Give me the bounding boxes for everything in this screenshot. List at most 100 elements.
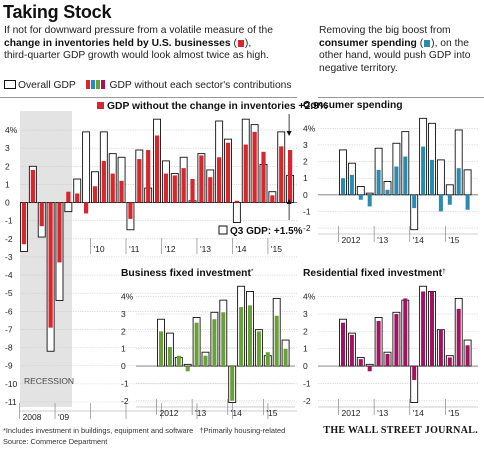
intro-right-bold: consumer spending	[319, 37, 417, 49]
residential-without-bar	[465, 345, 470, 367]
residential-title-mark: †	[442, 268, 446, 275]
consumer-overall-bar	[445, 184, 454, 196]
residential-without-bar	[385, 353, 390, 367]
consumer-xtick-label: 2012	[342, 235, 361, 245]
legend-overall-swatch	[4, 80, 16, 89]
residential-without-bar	[403, 298, 408, 367]
main-without-bar	[30, 169, 35, 203]
residential-overall-bar	[365, 363, 374, 367]
business-without-bar	[256, 331, 261, 367]
main-without-bar	[217, 157, 222, 203]
business-ytick-label: 4%	[121, 292, 134, 302]
main-ytick-label: -8	[5, 343, 13, 353]
main-ytick-label: 1	[5, 179, 10, 189]
consumer-ytick-label: 2	[303, 157, 308, 167]
intro-left-line3: third-quarter GDP growth would look almo…	[4, 50, 269, 62]
residential-without-bar	[376, 320, 381, 367]
business-without-bar	[248, 305, 252, 367]
main-without-bar	[75, 193, 80, 203]
main-without-bar	[199, 155, 204, 203]
intro-right-line2-tail: , on the	[434, 37, 469, 49]
business-without-bar	[167, 347, 172, 367]
main-without-bar	[39, 202, 44, 227]
main-xtick-label: '10	[94, 244, 105, 254]
residential-without-bar	[349, 334, 354, 367]
residential-without-bar	[367, 366, 372, 372]
annotation-top-arrowhead	[286, 131, 292, 136]
main-without-bar	[270, 195, 275, 203]
residential-without-bar	[421, 291, 426, 367]
business-ytick-label: 1	[121, 344, 126, 354]
consumer-ytick-label: -2	[303, 223, 311, 233]
business-without-bar	[239, 307, 244, 367]
legend: Overall GDP GDP without each sector's co…	[4, 80, 292, 92]
consumer-xtick-label: '14	[413, 235, 424, 245]
consumer-without-bar	[438, 194, 443, 212]
residential-without-bar	[412, 366, 417, 380]
business-xtick-label: '13	[195, 408, 206, 418]
main-overall-bar	[117, 156, 126, 204]
footnote-residential: †Primarily housing-related	[199, 426, 286, 435]
residential-ytick-label: 0	[303, 361, 308, 371]
residential-ytick-label: 4%	[303, 292, 316, 302]
intro-right-line4: negative territory.	[319, 62, 398, 74]
residential-ytick-label: 2	[303, 326, 308, 336]
main-without-bar	[119, 180, 124, 203]
main-without-bar	[128, 202, 133, 219]
business-xtick-label: '15	[266, 408, 277, 418]
business-title-mark: *	[251, 268, 254, 275]
main-ytick-label: -3	[5, 252, 13, 262]
business-without-bar	[274, 315, 279, 367]
consumer-overall-bar	[463, 169, 472, 196]
intro-left-line1: If not for downward pressure from a vola…	[4, 25, 273, 36]
annotation-bottom-arrowhead	[286, 199, 292, 204]
legend-multi-swatch	[86, 80, 106, 92]
consumer-without-bar	[412, 194, 417, 209]
main-without-bar	[110, 173, 115, 203]
footnotes: *Includes investment in buildings, equip…	[3, 426, 285, 435]
residential-without-bar	[447, 357, 452, 367]
business-ytick-label: 2	[121, 326, 126, 336]
main-xtick-label: 2008	[23, 412, 42, 422]
main-without-bar	[172, 175, 177, 203]
main-ytick-label: -10	[5, 379, 18, 389]
main-without-bar	[252, 131, 257, 203]
residential-ytick-label: 1	[303, 344, 308, 354]
main-ytick-label: -2	[5, 234, 13, 244]
consumer-overall-bar	[365, 192, 374, 196]
inventories-swatch	[237, 39, 244, 47]
consumer-without-bar	[430, 159, 434, 195]
business-ytick-label: 0	[121, 361, 126, 371]
residential-without-bar	[456, 308, 461, 367]
divider-right	[318, 97, 484, 98]
legend-overall-label: Overall GDP	[18, 80, 76, 91]
business-overall-bar	[183, 363, 192, 367]
main-without-bar	[57, 202, 62, 263]
residential-ytick-label: -1	[303, 378, 311, 388]
main-without-bar	[243, 144, 248, 203]
consumer-without-bar	[447, 194, 452, 205]
main-without-bar	[181, 168, 186, 203]
annotation-top-label: GDP without the change in inventories +2…	[107, 101, 328, 112]
main-without-bar	[261, 151, 266, 203]
consumer-without-bar	[341, 178, 345, 195]
main-without-bar	[234, 200, 239, 203]
footnote-business: *Includes investment in buildings, equip…	[3, 426, 194, 435]
main-ytick-label: -4	[5, 270, 13, 280]
business-without-bar	[185, 366, 190, 372]
intro-right: Removing the big boost from consumer spe…	[319, 25, 484, 75]
consumer-without-bar	[421, 146, 426, 195]
main-without-bar	[288, 150, 293, 203]
residential-ytick-label: -2	[303, 396, 311, 406]
recession-label: RECESSION	[24, 376, 74, 386]
residential-chart-title: Residential fixed investment†	[303, 268, 446, 279]
consumer-without-bar	[349, 174, 354, 195]
residential-without-bar	[358, 359, 363, 367]
business-ytick-label: 3	[121, 309, 126, 319]
annotation-top-swatch	[97, 102, 104, 109]
main-overall-bar	[232, 202, 241, 223]
main-without-bar	[48, 202, 53, 328]
intro-left-line2: change in inventories held by U.S. busin…	[4, 37, 252, 49]
consumer-without-bar	[385, 189, 390, 195]
main-overall-bar	[64, 202, 73, 213]
